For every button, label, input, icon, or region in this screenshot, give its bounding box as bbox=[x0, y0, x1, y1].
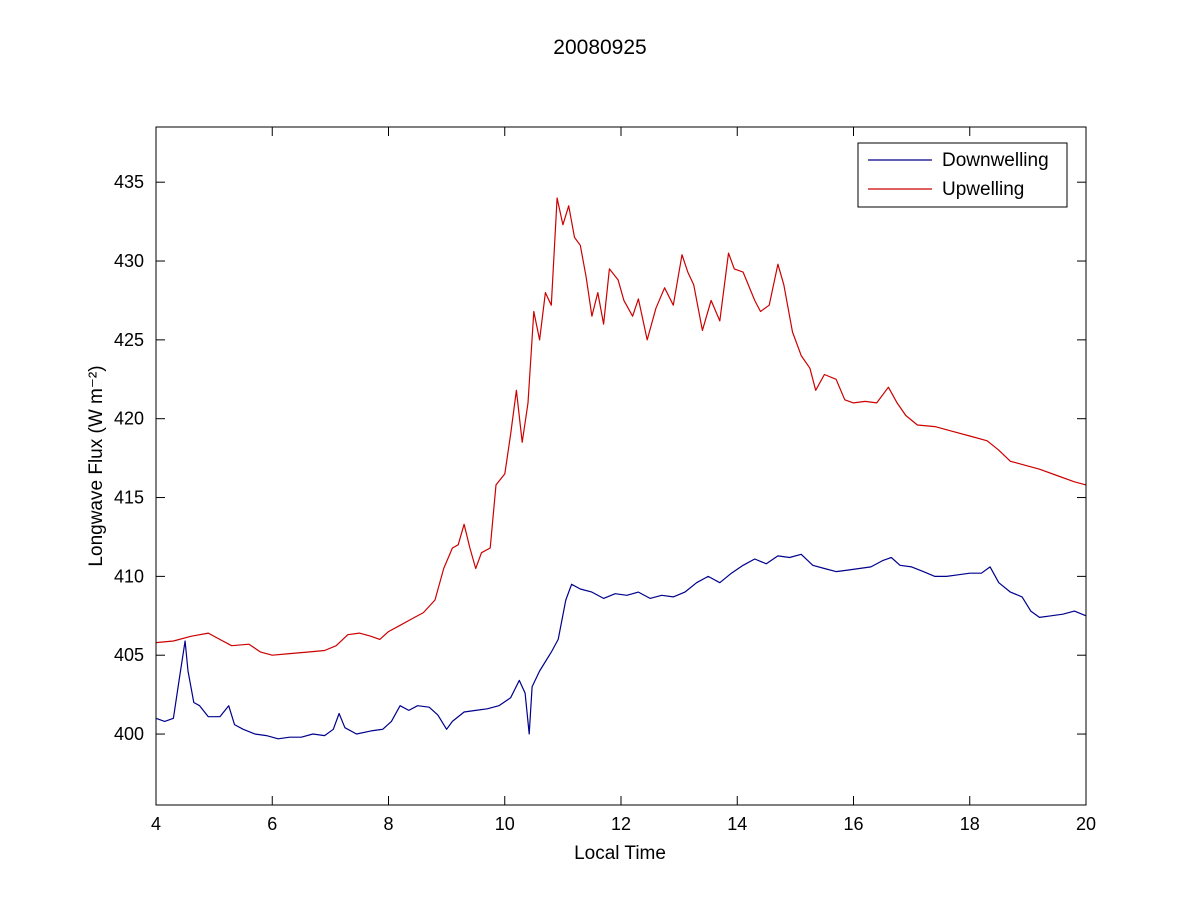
y-tick-label: 425 bbox=[114, 330, 144, 350]
x-tick-label: 18 bbox=[960, 814, 980, 834]
x-tick-label: 16 bbox=[843, 814, 863, 834]
x-tick-label: 12 bbox=[611, 814, 631, 834]
y-axis-label: Longwave Flux (W m⁻²) bbox=[86, 365, 107, 566]
y-tick-label: 415 bbox=[114, 488, 144, 508]
y-tick-label: 400 bbox=[114, 724, 144, 744]
axis-ticks: 4 6 8 10 12 14 16 18 20 400 405 410 415 420 425 430 435 bbox=[114, 127, 1096, 834]
legend: Downwelling Upwelling bbox=[857, 142, 1068, 208]
plot-area-frame bbox=[155, 126, 1087, 806]
chart-marks bbox=[155, 197, 1087, 740]
legend-box bbox=[857, 142, 1068, 208]
x-axis-label: Local Time bbox=[574, 843, 666, 864]
y-tick-label: 405 bbox=[114, 645, 144, 665]
y-tick-label: 410 bbox=[114, 566, 144, 586]
x-tick-label: 6 bbox=[267, 814, 277, 834]
y-tick-label: 435 bbox=[114, 172, 144, 192]
x-tick-label: 8 bbox=[383, 814, 393, 834]
x-tick-label: 4 bbox=[151, 814, 161, 834]
chart-title: 20080925 bbox=[553, 36, 646, 59]
series-line-upwelling bbox=[155, 197, 1087, 656]
legend-label-upwelling: Upwelling bbox=[942, 179, 1024, 200]
series-line-downwelling bbox=[155, 553, 1087, 740]
x-tick-label: 10 bbox=[495, 814, 515, 834]
x-tick-label: 20 bbox=[1076, 814, 1096, 834]
x-tick-label: 14 bbox=[727, 814, 747, 834]
y-tick-label: 420 bbox=[114, 409, 144, 429]
y-tick-label: 430 bbox=[114, 251, 144, 271]
legend-label-downwelling: Downwelling bbox=[942, 150, 1049, 171]
